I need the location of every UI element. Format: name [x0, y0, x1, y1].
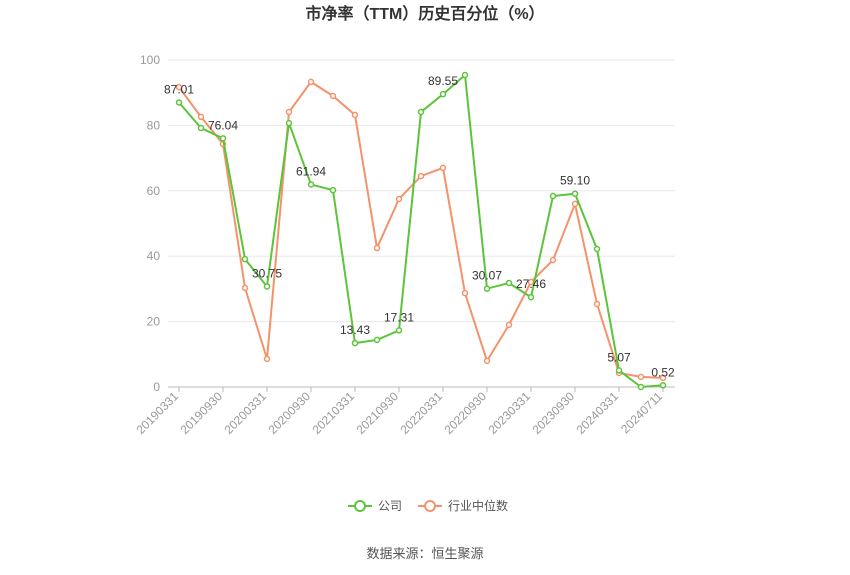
x-tick-label: 20200930	[265, 389, 313, 437]
point	[439, 90, 447, 98]
x-tick-label: 20230331	[485, 389, 533, 437]
source: 数据来源：恒生聚源	[366, 546, 483, 561]
data-label: 5.07	[607, 350, 631, 364]
point	[659, 374, 667, 382]
point	[395, 327, 403, 334]
point	[505, 279, 513, 287]
data-label: 27.46	[516, 277, 546, 291]
point	[175, 83, 183, 91]
point	[461, 71, 469, 79]
x-tick-label: 20190331	[133, 389, 181, 437]
x-tick-label: 20200331	[221, 389, 269, 437]
point	[483, 285, 491, 292]
point	[263, 355, 271, 363]
point	[505, 321, 513, 329]
point	[307, 78, 315, 86]
data-label: 61.94	[296, 164, 326, 178]
point	[637, 383, 645, 391]
point	[593, 245, 601, 253]
data-label: 59.10	[560, 174, 590, 188]
point	[571, 200, 579, 208]
x-tick-label: 20210930	[353, 389, 401, 437]
point	[549, 256, 557, 264]
x-tick-label: 20210331	[309, 389, 357, 437]
y-tick-label: 100	[140, 53, 160, 67]
data-label: 0.52	[651, 365, 675, 379]
point	[197, 124, 205, 132]
point	[329, 92, 337, 100]
y-tick-label: 40	[147, 249, 161, 263]
data-label: 87.01	[164, 82, 194, 96]
point	[549, 192, 557, 200]
point	[439, 164, 447, 172]
point	[351, 339, 359, 347]
point	[307, 181, 315, 188]
point	[615, 367, 623, 374]
point	[593, 300, 601, 308]
point	[527, 293, 535, 301]
point	[219, 135, 227, 142]
point	[417, 108, 425, 116]
data-label: 30.75	[252, 266, 282, 280]
data-label: 13.43	[340, 323, 370, 337]
y-tick-label: 20	[147, 315, 161, 329]
point	[373, 336, 381, 344]
point	[483, 357, 491, 365]
point	[417, 172, 425, 180]
point	[571, 190, 579, 197]
series-line	[178, 73, 664, 389]
data-label: 76.04	[208, 118, 238, 132]
legend-marker	[424, 500, 437, 512]
legend-marker	[354, 500, 366, 512]
x-tick-label: 20220930	[441, 389, 489, 437]
y-tick-label: 60	[147, 184, 161, 198]
point	[241, 284, 249, 292]
point	[373, 244, 381, 252]
point	[285, 108, 293, 116]
point	[263, 283, 271, 290]
point	[175, 99, 183, 106]
y-tick-label: 0	[153, 380, 160, 394]
x-tick-label: 20240711	[618, 389, 665, 436]
data-label: 89.55	[428, 74, 458, 88]
legend-label: 公司	[378, 499, 402, 513]
y-tick-label: 80	[147, 118, 161, 132]
x-tick-label: 20240331	[573, 389, 621, 437]
point	[329, 186, 337, 194]
x-tick-label: 20190930	[177, 389, 225, 437]
x-tick-label: 20230930	[529, 389, 577, 437]
x-tick-label: 20220331	[397, 389, 445, 437]
data-label: 17.31	[384, 310, 414, 324]
point	[659, 382, 667, 389]
legend-label: 行业中位数	[448, 498, 508, 513]
point	[395, 195, 403, 203]
point	[241, 255, 249, 263]
point	[461, 289, 469, 297]
data-label: 30.07	[472, 269, 502, 283]
point	[197, 113, 205, 121]
chart-title: 市净率（TTM）历史百分位（%）	[305, 4, 544, 23]
point	[637, 373, 645, 381]
point	[285, 119, 293, 127]
point	[351, 111, 359, 119]
